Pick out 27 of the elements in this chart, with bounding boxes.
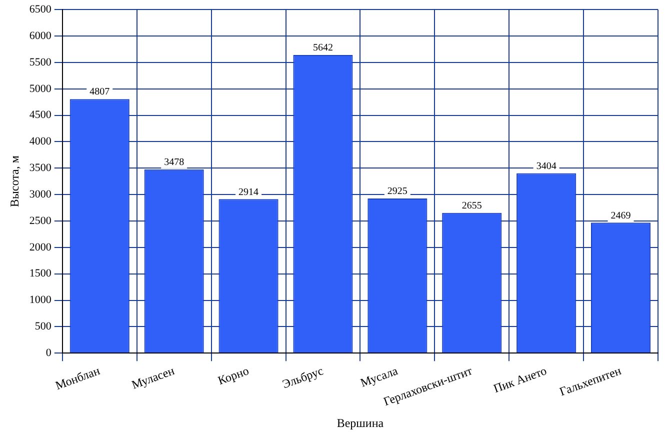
y-tick-label: 6000 [29, 30, 52, 42]
y-tick-label: 5500 [29, 56, 52, 68]
x-tick-label: Пик Ането [492, 364, 548, 396]
data-label: 2469 [610, 210, 631, 222]
y-tick-label: 4500 [29, 109, 52, 122]
y-tick-label: 2000 [29, 241, 52, 254]
y-tick-label: 1000 [29, 294, 52, 306]
y-axis-title: Высота, м [7, 155, 22, 208]
x-tick-label: Корно [216, 364, 251, 388]
x-axis-title: Вершина [336, 416, 384, 430]
y-tick-label: 3000 [29, 188, 52, 200]
y-tick-label: 6500 [29, 3, 52, 16]
data-label: 4807 [90, 86, 110, 98]
x-tick-label: Эльбрус [280, 364, 326, 392]
y-tick-label: 500 [34, 320, 52, 333]
data-label: 2655 [462, 200, 482, 212]
y-tick-label: 5000 [29, 82, 52, 95]
y-tick-label: 3500 [29, 162, 52, 174]
y-tick-label: 0 [46, 347, 52, 360]
data-label: 3478 [164, 156, 184, 168]
y-tick-label: 1500 [29, 268, 52, 280]
data-label: 5642 [312, 42, 333, 54]
data-label: 2925 [387, 186, 408, 198]
data-label: 2914 [238, 186, 259, 198]
y-tick-label: 2500 [29, 214, 52, 227]
data-label: 3404 [536, 160, 556, 172]
y-tick-label: 4000 [29, 136, 52, 148]
